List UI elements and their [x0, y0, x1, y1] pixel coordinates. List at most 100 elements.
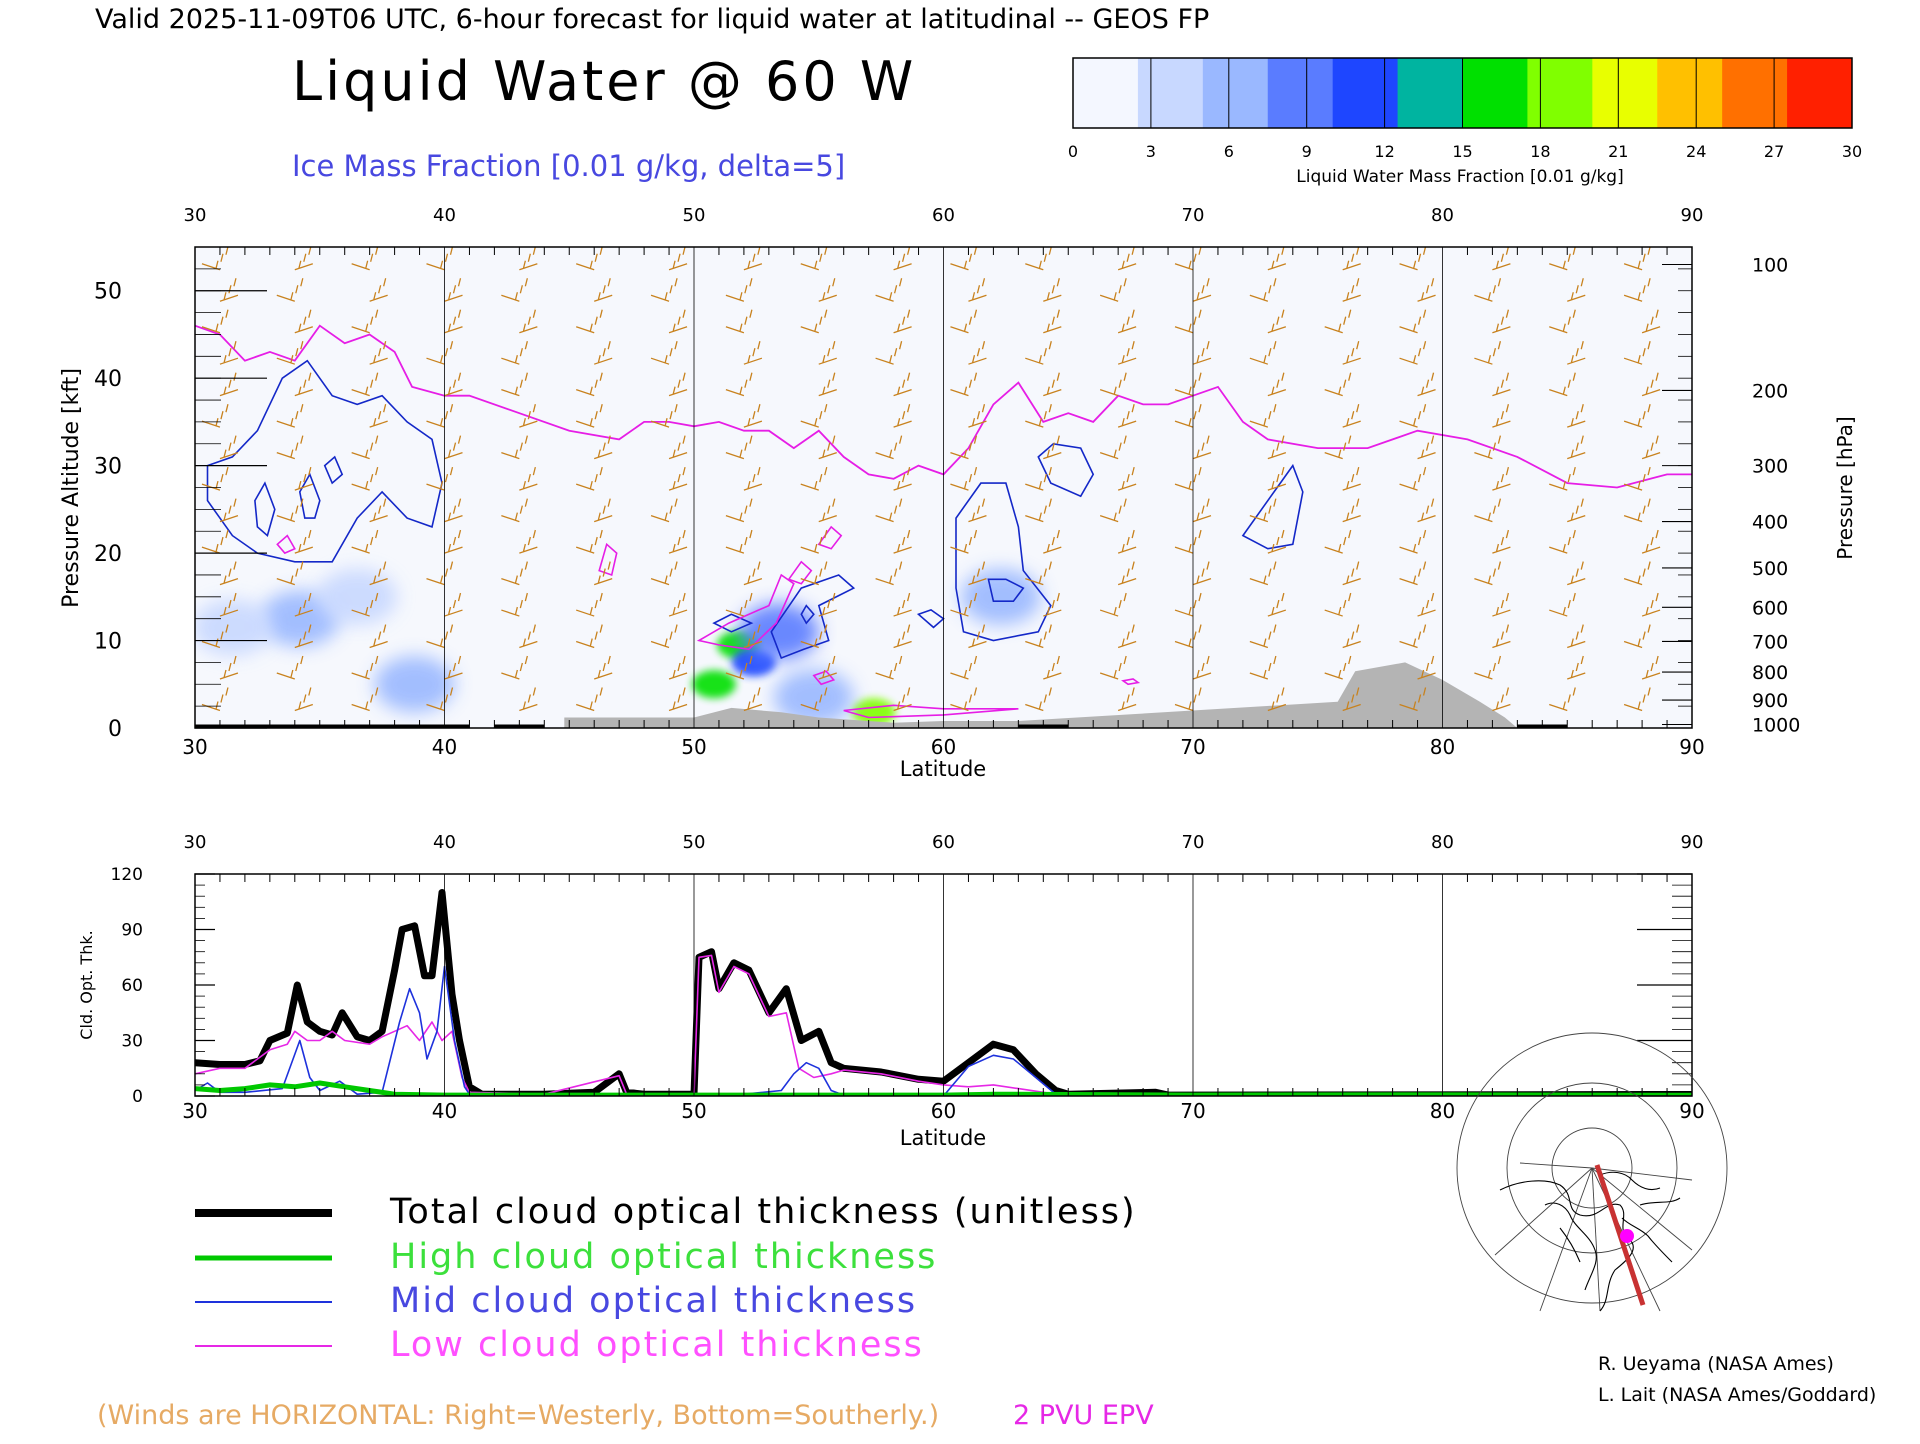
wind-barb — [201, 247, 229, 271]
wind-barb — [369, 561, 388, 586]
wind-barb — [1567, 561, 1586, 586]
wind-barb — [1117, 247, 1137, 271]
ice-contour — [323, 455, 344, 485]
wind-barb — [1174, 372, 1202, 397]
wind-barb — [743, 624, 763, 649]
pressure-tick-label: 700 — [1752, 631, 1788, 653]
wind-barb — [1417, 655, 1436, 680]
wind-barb — [743, 341, 763, 365]
wind-barb — [1043, 592, 1062, 617]
wind-barb — [593, 435, 613, 460]
wind-barb — [875, 341, 903, 365]
wind-barb — [369, 624, 388, 649]
epv-contour — [276, 534, 296, 555]
wind-barb — [818, 592, 837, 617]
top-x-tick-label: 90 — [1679, 735, 1704, 759]
bottom-x-tick-label-upper: 90 — [1681, 832, 1704, 853]
colorbar-tick-label: 9 — [1302, 142, 1312, 161]
top-xlabel: Latitude — [900, 757, 986, 781]
pressure-tick-label: 200 — [1752, 380, 1788, 402]
wind-barb — [426, 466, 454, 491]
colorbar-frame — [1072, 57, 1853, 129]
wind-barb — [1549, 687, 1576, 712]
wind-barb — [893, 466, 912, 491]
wind-barb — [1192, 561, 1212, 586]
wind-barb — [650, 278, 678, 302]
wind-barb — [1399, 561, 1427, 586]
liquid-water-blob — [773, 669, 854, 726]
wind-barb — [1324, 309, 1352, 334]
pressure-tick-label: 800 — [1752, 662, 1788, 684]
wind-barb — [1623, 341, 1651, 365]
wind-barb — [444, 372, 463, 397]
series-line — [195, 965, 1692, 1096]
wind-barb — [668, 687, 688, 712]
wind-barb — [1043, 278, 1062, 302]
wind-barb — [1417, 592, 1436, 617]
wind-barb — [369, 341, 388, 365]
map-point-marker — [1620, 1229, 1634, 1243]
wind-barb — [276, 435, 304, 460]
wind-barb — [219, 561, 239, 586]
wind-barb — [1117, 529, 1137, 554]
wind-barb — [519, 687, 538, 712]
colorbar-segment — [1332, 58, 1399, 128]
epv-contour — [598, 542, 618, 577]
wind-barb — [444, 278, 463, 302]
pressure-tick-label: 900 — [1752, 690, 1788, 712]
bottom-x-tick-label: 50 — [681, 1099, 706, 1123]
wind-barb — [1342, 247, 1361, 271]
wind-barb — [1342, 498, 1361, 523]
ice-contour — [955, 482, 1052, 642]
wind-barb — [743, 561, 763, 586]
bottom-axes: 30 30 40 40 50 50 60 60 70 70 80 80 90 90 0 30 60 90 120 — [111, 832, 1705, 1123]
wind-barb — [219, 278, 239, 302]
pressure-tick-label: 500 — [1752, 558, 1788, 580]
wind-barb — [1492, 529, 1511, 554]
wind-barb — [1549, 592, 1576, 617]
wind-barb — [1641, 592, 1661, 617]
wind-barb — [1324, 372, 1352, 397]
liquid-water-blob — [960, 568, 1041, 625]
colorbar-tick-label: 0 — [1068, 142, 1078, 161]
wind-barb — [668, 655, 688, 680]
wind-barb — [818, 372, 837, 397]
ice-contour — [712, 613, 754, 633]
wind-barb — [1099, 498, 1127, 523]
wind-barb — [668, 529, 688, 554]
wind-barb — [725, 498, 753, 523]
liquid-water-blob — [738, 603, 819, 660]
wind-barb — [725, 592, 753, 617]
wind-barb — [276, 498, 304, 523]
wind-barb — [1117, 466, 1137, 491]
liquid-water-blob — [374, 656, 455, 713]
wind-barb — [294, 309, 314, 334]
wind-barb — [1249, 498, 1277, 523]
wind-barb — [1623, 687, 1651, 712]
wind-barb — [444, 529, 463, 554]
pressure-tick-label: 600 — [1752, 597, 1788, 619]
wind-barb — [1249, 655, 1277, 680]
ice-contour — [800, 604, 815, 625]
wind-barb — [968, 498, 987, 523]
wind-barb — [575, 466, 603, 491]
subtitle: Ice Mass Fraction [0.01 g/kg, delta=5] — [292, 149, 845, 183]
wind-barb — [1641, 309, 1661, 334]
wind-barb — [668, 435, 688, 460]
wind-barb — [893, 247, 912, 271]
wind-barb — [369, 498, 388, 523]
epv-contour — [1121, 678, 1141, 686]
wind-barb — [1474, 561, 1502, 586]
legend-label-high: High cloud optical thickness — [390, 1237, 937, 1277]
bottom-x-tick-label: 90 — [1679, 1099, 1704, 1123]
wind-barb — [650, 341, 678, 365]
top-axes: 3030404050506060707080809090010203040501… — [94, 205, 1800, 759]
wind-barb — [1342, 687, 1361, 712]
wind-barb — [1399, 309, 1427, 334]
bottom-x-tick-label: 70 — [1180, 1099, 1205, 1123]
wind-barb — [426, 341, 454, 365]
wind-barb — [219, 655, 239, 680]
wind-barb — [519, 403, 538, 428]
wind-barb — [1324, 435, 1352, 460]
legend-label-low: Low cloud optical thickness — [390, 1325, 924, 1365]
